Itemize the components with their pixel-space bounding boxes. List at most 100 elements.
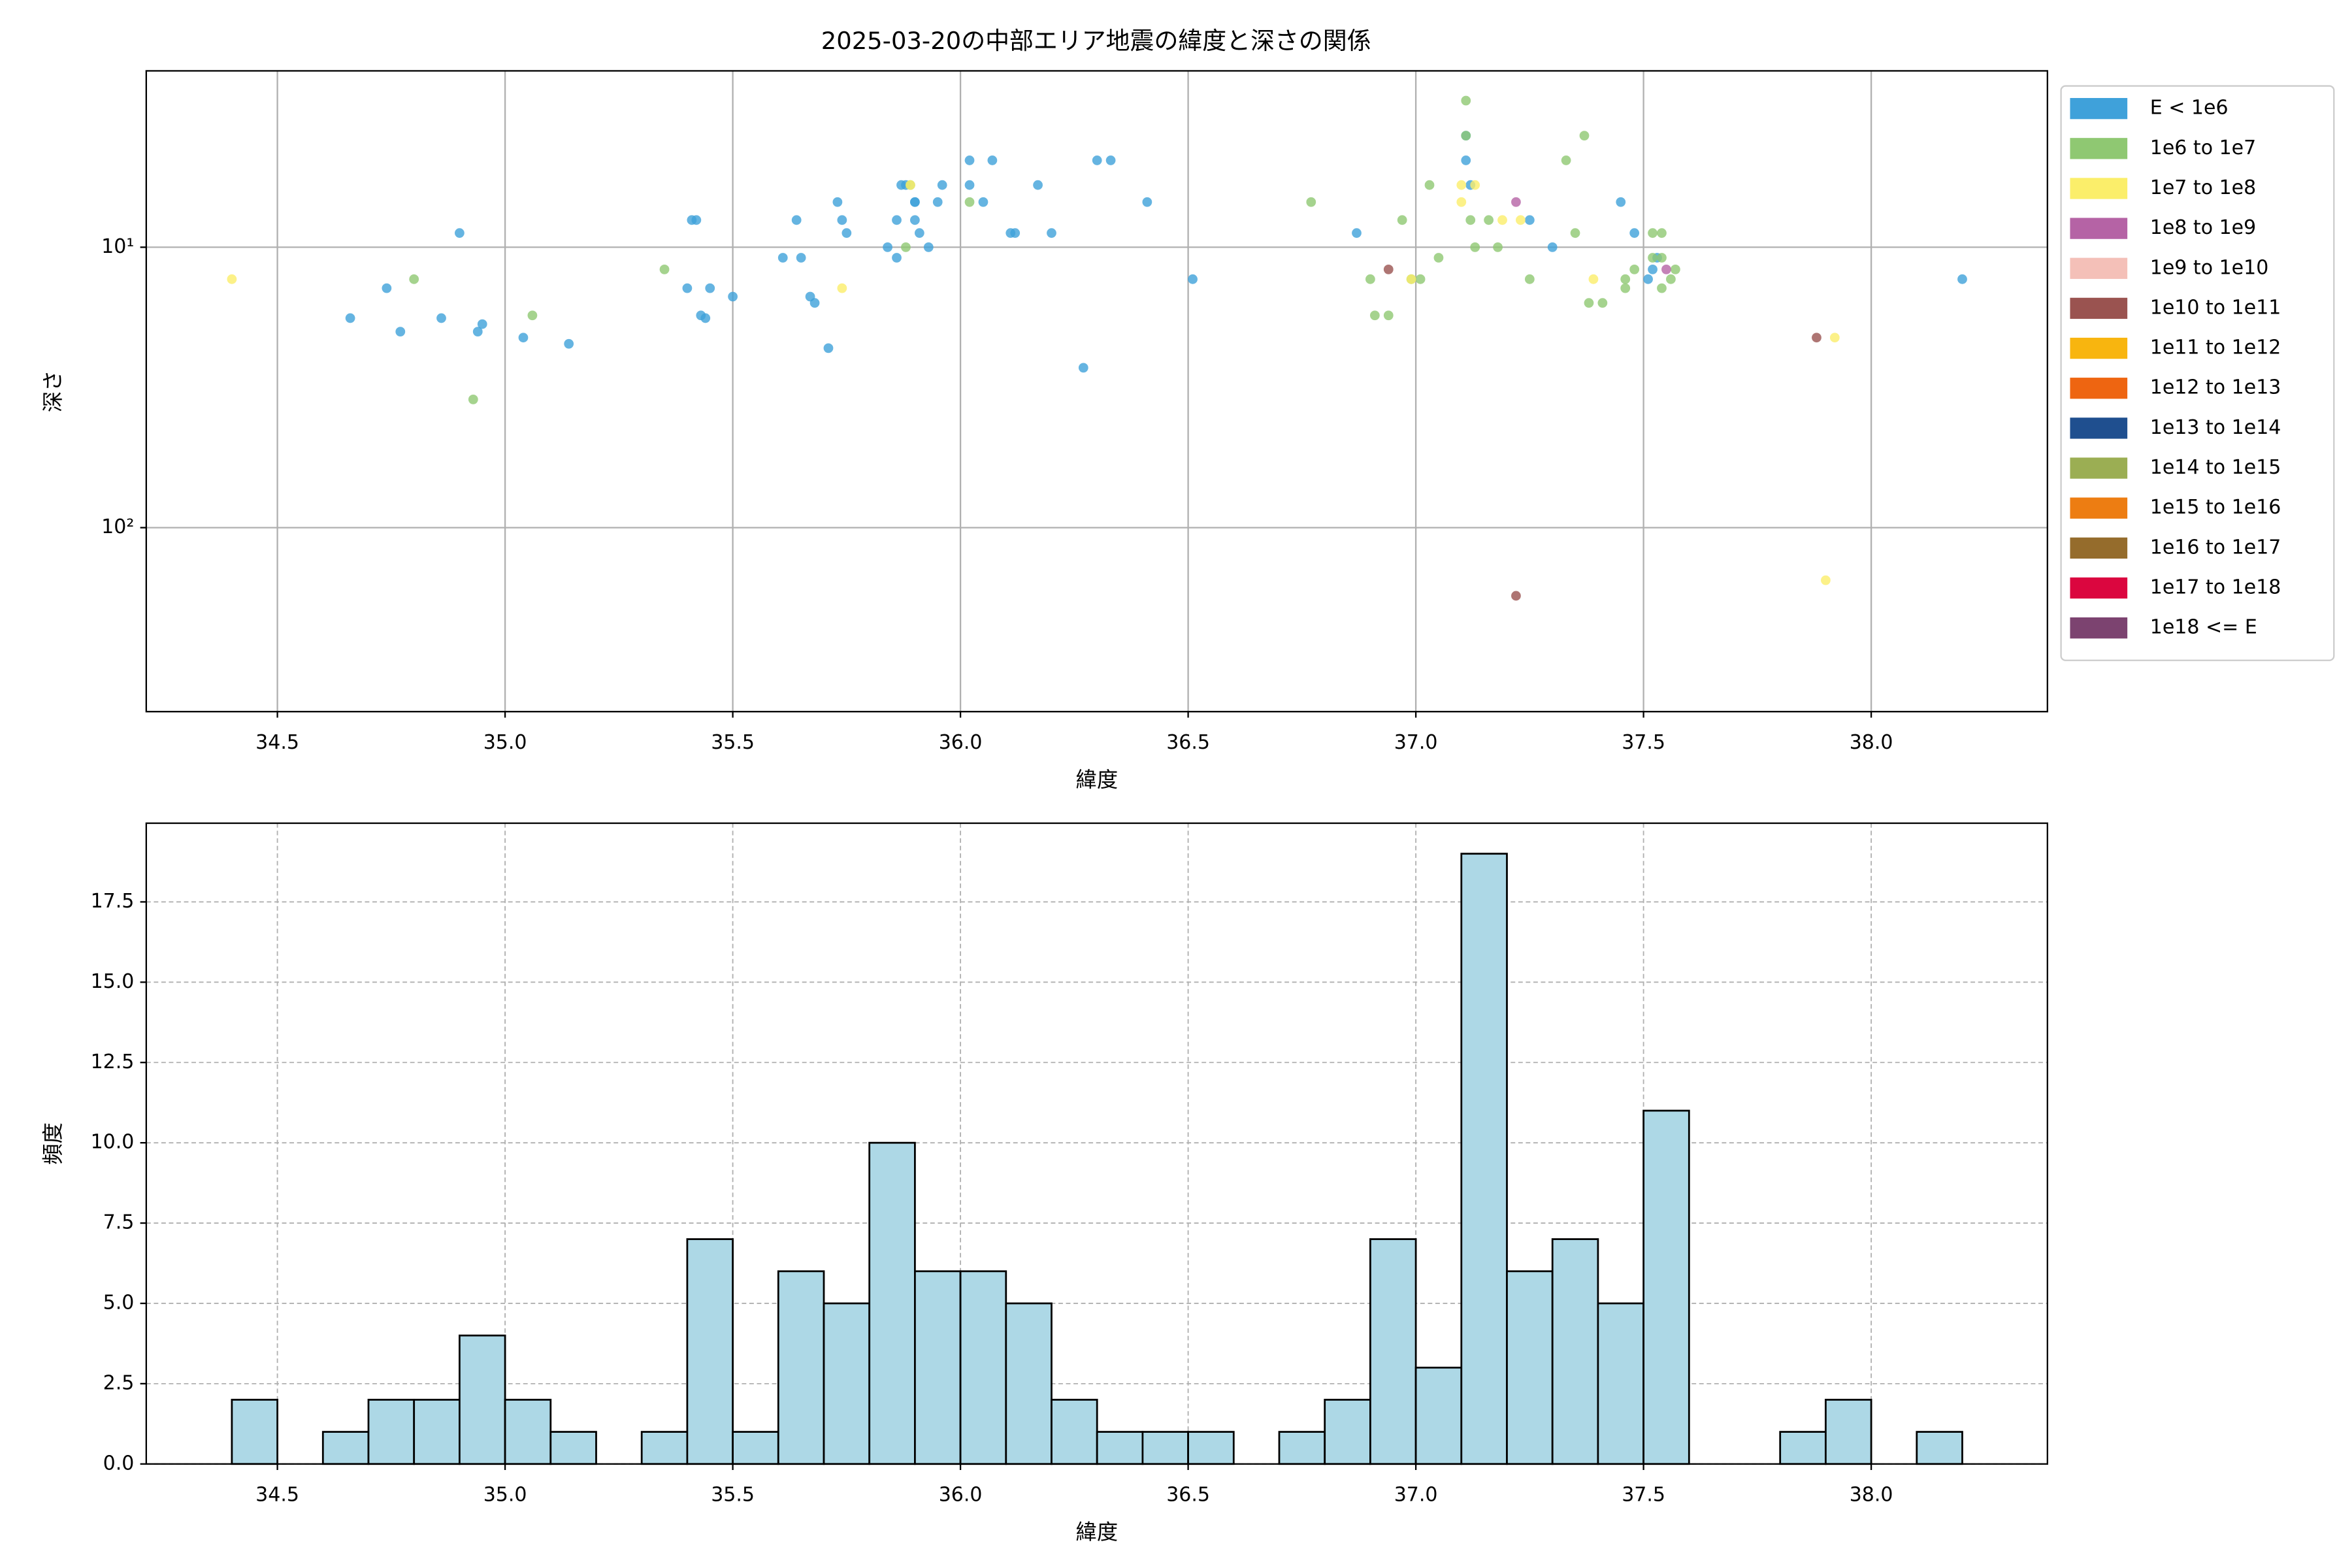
legend-swatch: [2070, 337, 2128, 359]
histogram-bar: [1597, 1302, 1644, 1465]
legend-swatch: [2070, 218, 2128, 239]
histogram-bar: [868, 1141, 916, 1465]
histogram-bar: [504, 1399, 552, 1465]
scatter-point: [964, 155, 975, 165]
scatter-point: [728, 291, 738, 302]
scatter-point: [910, 215, 920, 225]
legend-label: 1e13 to 1e14: [2150, 416, 2281, 439]
y-tick-label: 17.5: [91, 890, 135, 913]
legend-swatch: [2070, 617, 2128, 639]
x-tick-label: 36.0: [939, 731, 983, 754]
scatter-point: [892, 215, 902, 225]
histogram-bar: [1187, 1431, 1235, 1465]
legend-frame: [2060, 85, 2335, 661]
legend-swatch: [2070, 178, 2128, 199]
scatter-point: [1406, 274, 1416, 284]
scatter-point: [1588, 274, 1599, 284]
histogram-bar: [1005, 1302, 1053, 1465]
scatter-point: [1470, 180, 1480, 190]
scatter-point: [1648, 265, 1658, 274]
scatter-point: [1383, 265, 1394, 274]
x-tick-label: 34.5: [255, 731, 299, 754]
legend-swatch: [2070, 378, 2128, 399]
histogram-bar: [367, 1399, 416, 1465]
scatter-point: [1461, 155, 1471, 165]
histogram-bar: [1551, 1238, 1599, 1465]
y-tick-label: 12.5: [91, 1051, 135, 1073]
scatter-point: [1657, 253, 1667, 263]
scatter-point: [691, 215, 702, 225]
scatter-point: [1643, 274, 1653, 284]
scatter-point: [883, 242, 892, 252]
legend-swatch: [2070, 457, 2128, 479]
scatter-point: [1306, 197, 1316, 207]
histogram-bar: [732, 1431, 779, 1465]
x-tick-label: 36.5: [1166, 731, 1210, 754]
scatter-point: [1570, 228, 1580, 238]
legend-swatch: [2070, 297, 2128, 319]
scatter-point: [1829, 333, 1840, 343]
scatter-point: [1010, 228, 1021, 238]
scatter-point: [1092, 155, 1102, 165]
histogram-bar: [1779, 1431, 1827, 1465]
legend-swatch: [2070, 98, 2128, 120]
scatter-point: [700, 313, 711, 323]
x-tick-label: 37.0: [1394, 731, 1438, 754]
scatter-point: [914, 228, 924, 238]
scatter-point: [1547, 242, 1558, 252]
y-tick-label: 10¹: [101, 235, 134, 258]
scatter-point: [1511, 591, 1521, 601]
scatter-point: [564, 338, 574, 349]
histogram-bar: [1825, 1399, 1872, 1465]
plot-frame: [145, 70, 2048, 713]
histogram-bar: [549, 1431, 597, 1465]
plot-frame: [145, 822, 2048, 1465]
legend-label: E < 1e6: [2150, 97, 2229, 120]
legend-label: 1e12 to 1e13: [2150, 376, 2281, 399]
scatter-point: [1657, 228, 1667, 238]
scatter-point: [382, 283, 392, 293]
scatter-point: [777, 253, 788, 263]
legend-label: 1e17 to 1e18: [2150, 576, 2281, 599]
scatter-point: [1397, 215, 1407, 225]
legend-label: 1e15 to 1e16: [2150, 496, 2281, 519]
scatter-point: [1957, 274, 1967, 284]
y-tick-label: 2.5: [103, 1371, 135, 1394]
y-axis-label: 深さ: [41, 370, 65, 413]
histogram-bar: [321, 1431, 370, 1465]
x-tick-label: 35.0: [483, 1484, 527, 1507]
histogram-bar: [231, 1399, 278, 1465]
scatter-point: [395, 327, 406, 336]
scatter-point: [1433, 253, 1444, 263]
x-axis-label: 緯度: [1076, 767, 1119, 792]
legend-swatch: [2070, 257, 2128, 279]
scatter-point: [1493, 242, 1503, 252]
x-tick-label: 38.0: [1850, 731, 1893, 754]
legend-swatch: [2070, 577, 2128, 599]
scatter-point: [1415, 274, 1426, 284]
scatter-point: [1142, 197, 1152, 207]
histogram-bar: [1051, 1399, 1098, 1465]
x-tick-label: 34.5: [255, 1484, 299, 1507]
scatter-point: [1511, 197, 1521, 207]
scatter-point: [809, 298, 820, 308]
x-tick-label: 36.0: [939, 1484, 983, 1507]
scatter-point: [468, 395, 478, 404]
scatter-point: [455, 228, 465, 238]
scatter-point: [1047, 228, 1056, 238]
scatter-point: [1470, 242, 1480, 252]
chart-title: 2025-03-20の中部エリア地震の緯度と深さの関係: [821, 27, 1371, 55]
y-axis-label: 頻度: [41, 1122, 65, 1165]
scatter-point: [837, 215, 847, 225]
histogram-bar: [1460, 853, 1508, 1465]
x-tick-label: 37.5: [1622, 731, 1665, 754]
x-tick-label: 35.0: [483, 731, 527, 754]
scatter-point: [1188, 274, 1198, 284]
scatter-point: [837, 283, 847, 293]
y-tick-label: 15.0: [91, 970, 135, 993]
scatter-point: [1579, 131, 1590, 140]
legend-swatch: [2070, 497, 2128, 519]
histogram-bar: [1324, 1399, 1371, 1465]
histogram-bar: [1141, 1431, 1189, 1465]
scatter-point: [841, 228, 852, 238]
